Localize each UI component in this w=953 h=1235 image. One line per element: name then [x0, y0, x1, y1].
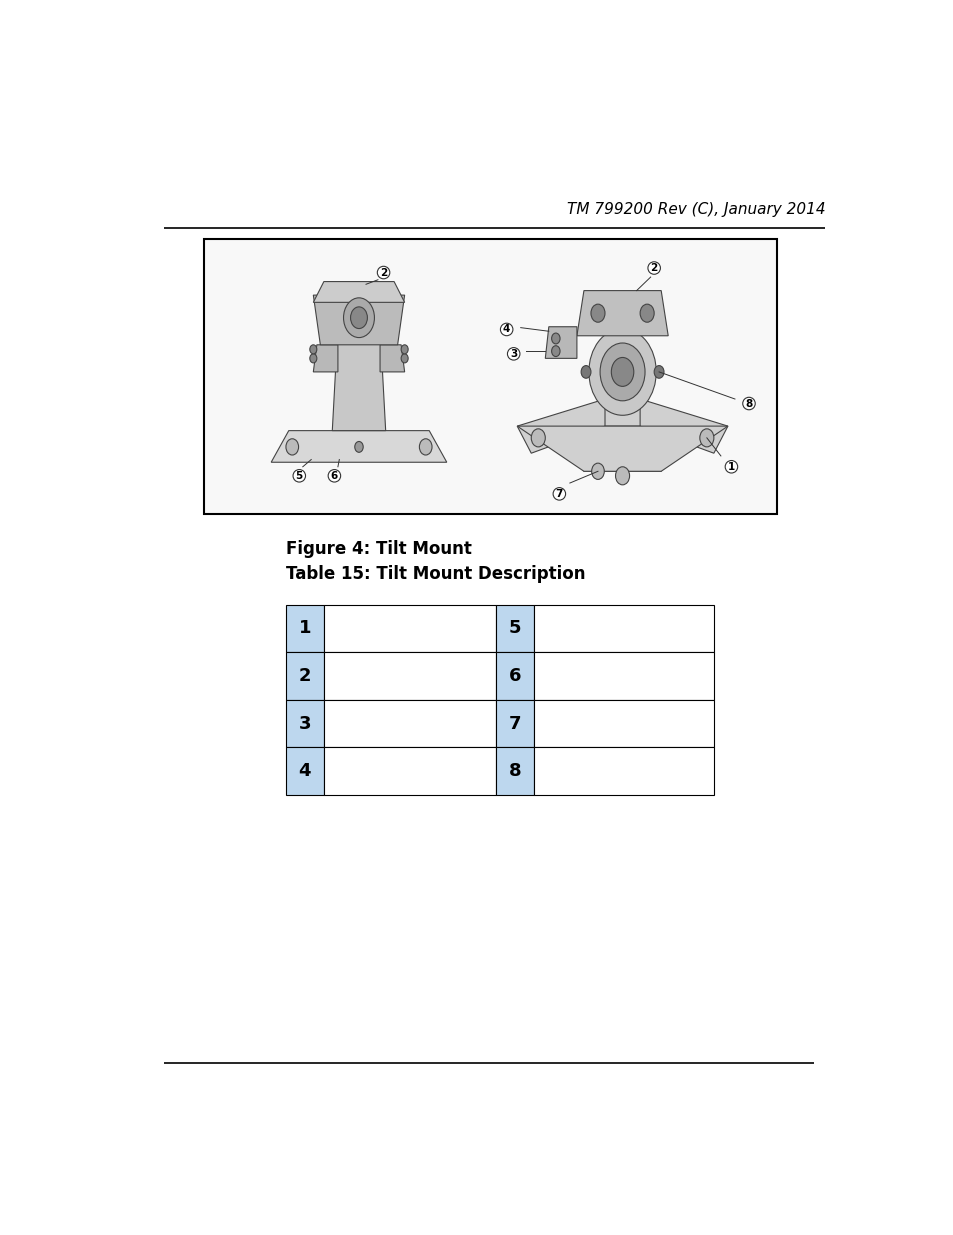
- Bar: [534, 747, 714, 795]
- Text: Figure 4: Tilt Mount: Figure 4: Tilt Mount: [285, 540, 471, 558]
- Text: 6: 6: [508, 667, 520, 685]
- Text: 3: 3: [298, 715, 311, 732]
- Circle shape: [700, 429, 713, 447]
- Polygon shape: [332, 327, 385, 431]
- Text: 7: 7: [555, 489, 562, 499]
- Bar: [285, 605, 324, 652]
- Bar: [496, 605, 534, 652]
- Bar: [285, 652, 324, 700]
- Text: 5: 5: [508, 620, 520, 637]
- Polygon shape: [379, 345, 404, 372]
- Bar: [534, 700, 714, 747]
- Text: 2: 2: [379, 268, 387, 278]
- Text: 4: 4: [502, 325, 510, 335]
- Circle shape: [343, 298, 374, 337]
- Circle shape: [591, 463, 603, 479]
- Circle shape: [590, 304, 604, 322]
- Circle shape: [355, 441, 363, 452]
- Circle shape: [419, 438, 432, 454]
- Bar: [285, 700, 324, 747]
- Text: 2: 2: [298, 667, 311, 685]
- Text: 3: 3: [510, 348, 517, 359]
- Circle shape: [551, 333, 559, 343]
- Text: 8: 8: [744, 399, 752, 409]
- Circle shape: [654, 366, 663, 378]
- Text: Table 15: Tilt Mount Description: Table 15: Tilt Mount Description: [285, 564, 584, 583]
- Circle shape: [588, 329, 656, 415]
- Circle shape: [580, 366, 590, 378]
- Polygon shape: [577, 290, 667, 336]
- Circle shape: [286, 438, 298, 454]
- Polygon shape: [313, 345, 337, 372]
- Bar: [324, 700, 496, 747]
- Bar: [534, 652, 714, 700]
- Polygon shape: [545, 327, 577, 358]
- Circle shape: [531, 429, 545, 447]
- Circle shape: [400, 354, 408, 363]
- Text: 2: 2: [650, 263, 658, 273]
- Bar: [285, 747, 324, 795]
- Circle shape: [310, 345, 316, 354]
- Text: 7: 7: [508, 715, 520, 732]
- Circle shape: [310, 354, 316, 363]
- Bar: [324, 652, 496, 700]
- Bar: [324, 605, 496, 652]
- Polygon shape: [313, 282, 404, 303]
- Bar: [324, 747, 496, 795]
- Circle shape: [350, 306, 367, 329]
- Circle shape: [599, 343, 644, 401]
- Text: 4: 4: [298, 762, 311, 781]
- Text: 6: 6: [331, 471, 337, 480]
- Circle shape: [615, 467, 629, 485]
- Text: 1: 1: [727, 462, 734, 472]
- Bar: [496, 747, 534, 795]
- Circle shape: [639, 304, 654, 322]
- Circle shape: [400, 345, 408, 354]
- Bar: [204, 238, 777, 514]
- Polygon shape: [271, 431, 446, 462]
- Polygon shape: [313, 295, 404, 345]
- Polygon shape: [639, 399, 727, 453]
- Bar: [496, 700, 534, 747]
- Circle shape: [551, 346, 559, 357]
- Polygon shape: [517, 399, 604, 453]
- Bar: [534, 605, 714, 652]
- Text: 1: 1: [298, 620, 311, 637]
- Text: 8: 8: [508, 762, 520, 781]
- Polygon shape: [583, 426, 660, 472]
- Text: TM 799200 Rev (C), January 2014: TM 799200 Rev (C), January 2014: [566, 201, 824, 216]
- Polygon shape: [517, 426, 727, 472]
- Text: 5: 5: [295, 471, 303, 480]
- Polygon shape: [583, 399, 660, 472]
- Circle shape: [611, 357, 633, 387]
- Bar: [496, 652, 534, 700]
